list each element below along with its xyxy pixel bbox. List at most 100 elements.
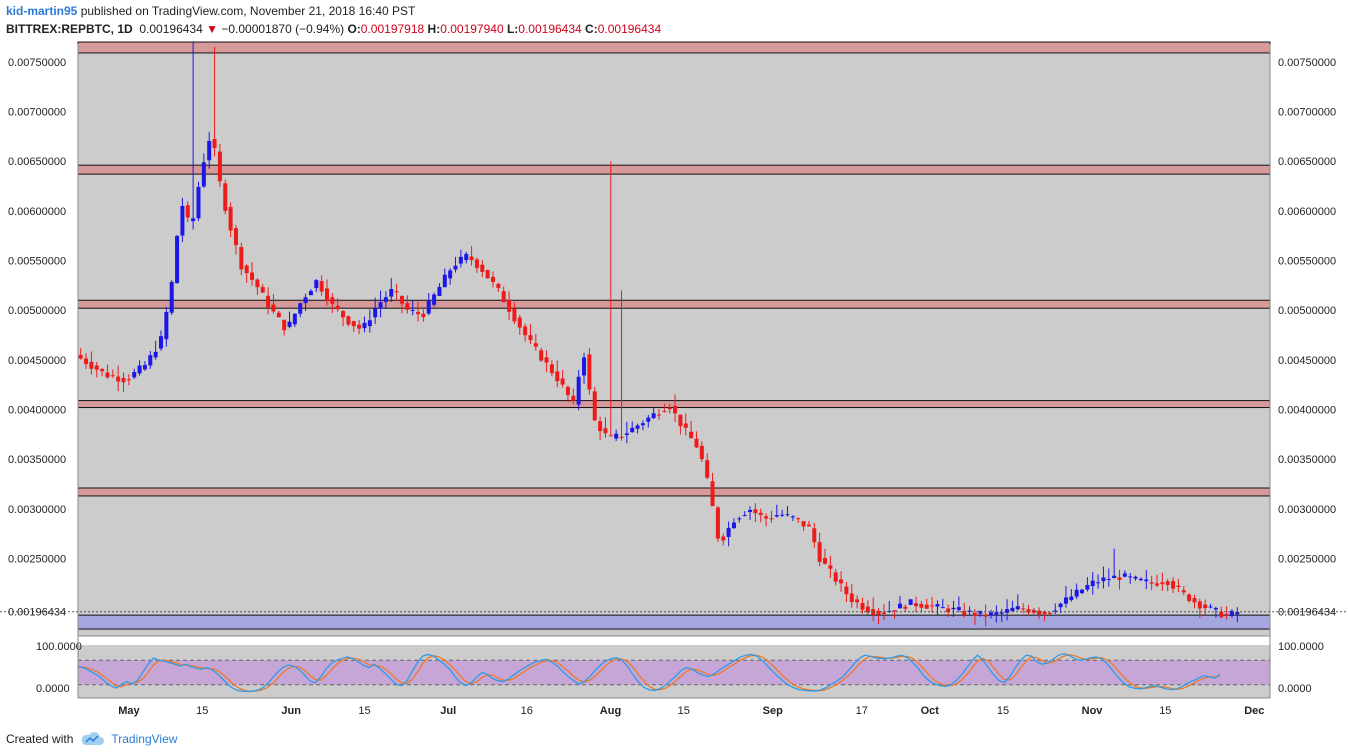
candle <box>865 600 870 615</box>
candle <box>292 313 297 328</box>
candle <box>341 310 346 327</box>
candle <box>780 509 785 517</box>
candle <box>1080 588 1085 595</box>
resistance-zone <box>77 164 1271 175</box>
candle-body <box>121 377 126 383</box>
price-tick-label-right: 0.00300000 <box>1278 504 1336 516</box>
candle-body <box>673 405 678 414</box>
candle <box>367 309 372 333</box>
candle-body <box>132 371 137 378</box>
candle <box>491 271 495 288</box>
candle <box>239 242 244 276</box>
candle <box>405 295 410 314</box>
candle <box>951 600 956 617</box>
current-price-label-right: 0.00196434 <box>1278 607 1336 619</box>
candle-body <box>228 207 233 231</box>
candle <box>191 42 196 230</box>
symbol-label: BITTREX:REPBTC, 1D <box>6 22 133 36</box>
candle <box>287 311 292 329</box>
candle <box>485 269 490 279</box>
candle-body <box>351 321 356 327</box>
candle-body <box>383 297 388 302</box>
candle-body <box>1138 578 1143 581</box>
tradingview-link[interactable]: TradingView <box>111 732 178 746</box>
candle-body <box>164 311 169 340</box>
candle-body <box>426 300 431 314</box>
candle-body <box>507 299 512 312</box>
candle-body <box>501 291 506 303</box>
candle-body <box>1015 606 1020 610</box>
candle <box>453 256 458 273</box>
time-tick-label: 16 <box>521 705 533 717</box>
candle <box>897 595 902 609</box>
candle-body <box>1208 606 1213 608</box>
candle <box>389 278 394 302</box>
candle <box>935 600 940 616</box>
candle <box>726 521 731 547</box>
price-pane-background <box>78 44 1270 636</box>
candle-body <box>614 433 619 439</box>
candle-body <box>930 605 935 607</box>
candle-body <box>1005 609 1010 613</box>
candle-body <box>1080 589 1085 594</box>
candle <box>983 604 988 627</box>
price-tick-label-right: 0.00700000 <box>1278 107 1336 119</box>
candles <box>78 42 1240 627</box>
stochastic-tick-left: 100.0000 <box>36 641 82 653</box>
candle-body <box>876 610 881 615</box>
candle-body <box>442 274 447 288</box>
candle <box>1144 569 1149 590</box>
candle-body <box>1171 581 1176 589</box>
candle <box>560 370 565 388</box>
candle <box>892 610 897 619</box>
candle-body <box>897 603 902 609</box>
candle <box>624 421 629 444</box>
candle-body <box>233 228 238 246</box>
candle <box>855 595 860 609</box>
candle <box>1053 603 1058 614</box>
candle <box>919 600 924 613</box>
candle-body <box>191 218 196 222</box>
candle-body <box>223 183 228 211</box>
candle-body <box>1021 608 1026 610</box>
candle-body <box>769 518 774 520</box>
candle-body <box>533 343 538 347</box>
candle <box>1197 598 1202 618</box>
candle <box>496 282 501 292</box>
price-tick-label-right: 0.00500000 <box>1278 305 1336 317</box>
candle-body <box>742 515 747 517</box>
candle-body <box>715 507 720 539</box>
candle-body <box>244 265 249 274</box>
resistance-zone <box>77 299 1271 309</box>
candle-body <box>528 335 533 341</box>
candle-body <box>1090 580 1095 587</box>
candle-body <box>175 235 180 284</box>
candle <box>1224 606 1229 620</box>
high-value: 0.00197940 <box>440 22 504 36</box>
candle-body <box>276 312 281 318</box>
price-tick-label-right: 0.00600000 <box>1278 206 1336 218</box>
candle <box>608 161 613 437</box>
price-chart[interactable]: 0.00750000 0.00750000 0.00700000 0.00700000… <box>0 40 1348 720</box>
candle-body <box>105 372 110 378</box>
candle <box>330 293 335 314</box>
candle <box>539 347 544 362</box>
candle <box>442 268 447 288</box>
published-text: published on TradingView.com, November 2… <box>80 4 416 18</box>
candle <box>1069 589 1074 602</box>
candle <box>801 521 806 531</box>
candle <box>694 431 699 448</box>
candle-body <box>919 603 924 608</box>
time-tick-label: 15 <box>1159 705 1171 717</box>
candle <box>298 302 303 318</box>
stochastic-k-line <box>77 652 1221 693</box>
candle <box>844 581 849 603</box>
author-link[interactable]: kid-martin95 <box>6 4 78 18</box>
candle <box>914 596 919 613</box>
candle <box>1171 577 1176 593</box>
footer: Created with TradingView <box>6 730 177 748</box>
candle-body <box>983 614 988 617</box>
tradingview-cloud-icon <box>81 732 105 745</box>
candle <box>576 370 581 411</box>
candle-body <box>828 565 833 569</box>
